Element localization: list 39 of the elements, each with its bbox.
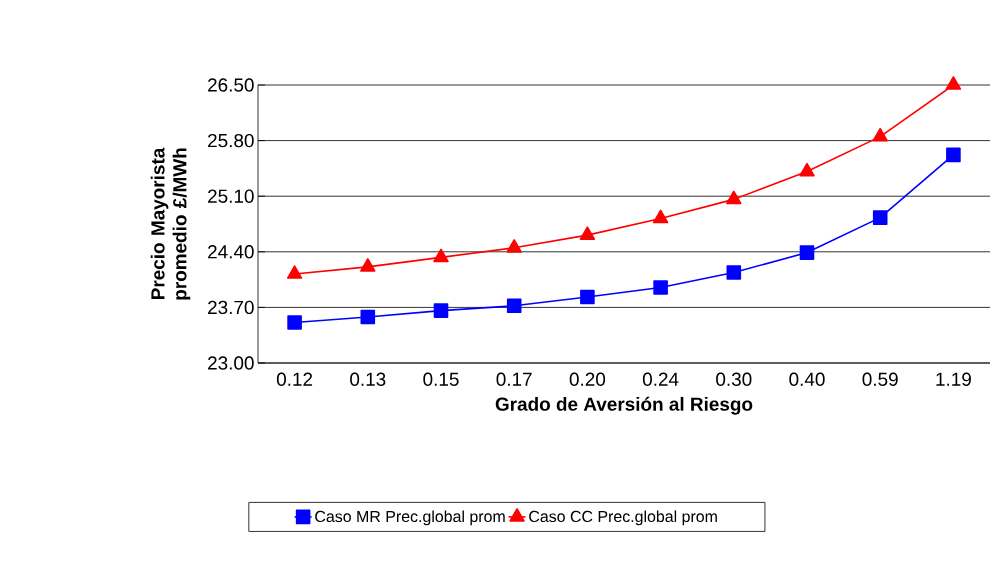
y-tick-label: 24.40: [208, 245, 254, 259]
point: [799, 245, 815, 260]
point: [506, 298, 522, 314]
point: [579, 226, 596, 240]
x-tick-label: 0.12: [276, 372, 313, 386]
point: [433, 248, 449, 263]
point: [652, 209, 669, 224]
point: [360, 309, 376, 325]
point: [580, 289, 595, 305]
point: [286, 265, 303, 279]
y-tick-label: 25.10: [208, 189, 254, 203]
point: [872, 127, 888, 142]
x-axis-title: Grado de Aversión al Riesgo: [495, 396, 753, 415]
point: [287, 315, 302, 330]
y-tick-label: 26.50: [208, 78, 254, 92]
x-tick-label: 0.24: [642, 372, 679, 386]
x-tick-label: 1.19: [936, 372, 971, 386]
point: [433, 303, 449, 318]
x-tick-label: 0.13: [350, 372, 386, 386]
x-tick-label: 0.20: [569, 372, 606, 386]
y-tick-label: 23.70: [208, 300, 254, 315]
point: [360, 258, 376, 272]
point: [945, 76, 962, 90]
y-axis-title: Precio Mayorista promedio £/MWh: [150, 147, 191, 300]
point: [653, 280, 668, 295]
x-tick-label: 0.17: [496, 372, 532, 386]
y-tick-label: 23.00: [208, 356, 254, 370]
point: [506, 239, 522, 253]
x-tick-label: 0.59: [862, 372, 898, 386]
point: [726, 190, 742, 205]
legend-label: Caso MR Prec.global prom: [315, 510, 505, 526]
point: [872, 210, 888, 225]
x-tick-label: 0.15: [423, 372, 459, 386]
point: [799, 162, 815, 177]
legend-label: Caso CC Prec.global prom: [529, 510, 717, 526]
x-tick-label: 0.30: [716, 372, 752, 386]
x-tick-label: 0.40: [789, 372, 825, 386]
point: [726, 265, 742, 280]
y-tick-label: 25.80: [208, 133, 254, 148]
